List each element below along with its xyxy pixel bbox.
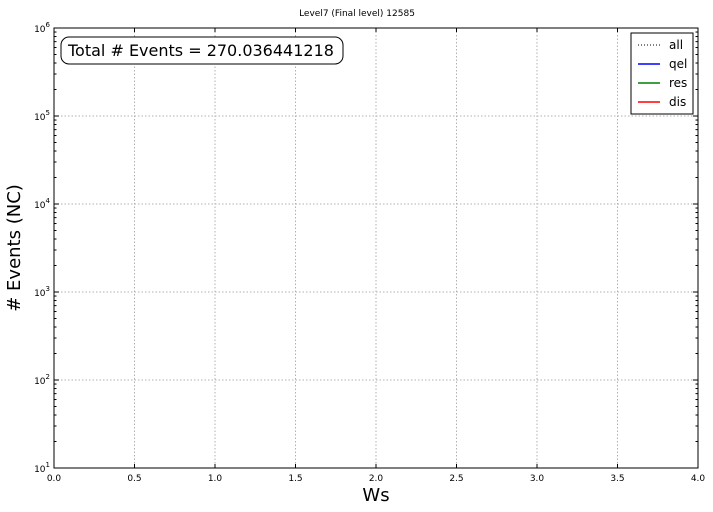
plot-frame: [53, 27, 699, 469]
y-tick-label: 103: [34, 285, 50, 299]
y-tick-label: 102: [34, 373, 50, 387]
chart-title: Level7 (Final level) 12585: [299, 9, 415, 19]
y-axis-label: # Events (NC): [4, 184, 25, 312]
x-tick-label: 2.5: [449, 474, 463, 484]
x-tick-label: 0.5: [127, 474, 141, 484]
x-tick-label: 4.0: [691, 474, 706, 484]
plot-area: [54, 28, 698, 468]
x-tick-label: 1.0: [208, 474, 223, 484]
x-tick-label: 2.0: [369, 474, 384, 484]
annotation-box: [60, 36, 344, 65]
legend-frame: [630, 32, 694, 115]
total-events-annotation: Total # Events = 270.036441218: [60, 36, 344, 65]
legend-label-qel: qel: [669, 57, 687, 71]
y-tick-label: 106: [34, 21, 50, 35]
y-tick-label: 101: [34, 461, 50, 475]
x-axis-label: Ws: [362, 485, 389, 506]
legend: all qel res dis: [630, 32, 694, 115]
legend-label-dis: dis: [669, 95, 686, 109]
y-tick-label: 105: [34, 109, 50, 123]
x-tick-label: 1.5: [288, 474, 302, 484]
x-tick-label: 3.5: [610, 474, 624, 484]
annotation-text: Total # Events = 270.036441218: [67, 41, 334, 60]
x-tick-label: 0.0: [47, 474, 62, 484]
grid: [54, 28, 698, 468]
legend-label-all: all: [669, 38, 683, 52]
x-tick-label: 3.0: [530, 474, 545, 484]
y-tick-label: 104: [34, 197, 50, 211]
legend-items: all qel res dis: [638, 38, 687, 109]
legend-label-res: res: [669, 76, 687, 90]
